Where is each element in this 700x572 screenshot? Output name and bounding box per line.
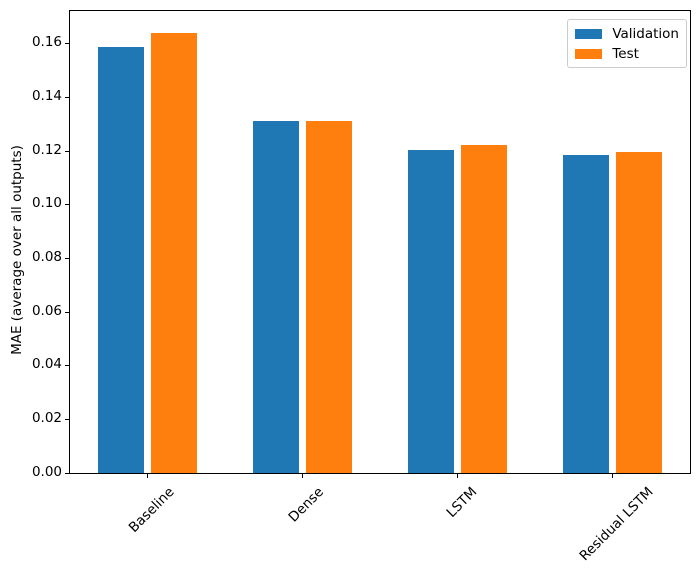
y-tick-label: 0.08 xyxy=(31,248,62,265)
y-tick-label: 0.02 xyxy=(31,409,62,426)
legend-swatch-validation xyxy=(575,28,603,39)
bar-test-baseline xyxy=(150,33,198,473)
y-tick xyxy=(65,204,69,206)
y-tick-label: 0.00 xyxy=(31,463,62,480)
y-tick-label: 0.16 xyxy=(31,34,62,51)
plot-area: Validation Test xyxy=(65,10,691,478)
y-tick xyxy=(65,311,69,313)
x-tick-label: Dense xyxy=(285,484,327,526)
legend-entry-validation: Validation xyxy=(575,25,679,42)
legend-entry-test: Test xyxy=(575,45,679,62)
y-tick-label: 0.12 xyxy=(31,141,62,158)
bar-test-lstm xyxy=(460,145,508,473)
bar-test-dense xyxy=(305,121,353,473)
x-tick xyxy=(457,474,458,478)
x-tick-label: Baseline xyxy=(125,484,178,536)
y-tick xyxy=(65,472,69,474)
legend-label-test: Test xyxy=(612,45,639,62)
bar-validation-residual-lstm xyxy=(562,155,610,473)
bar-validation-dense xyxy=(252,120,300,473)
x-tick xyxy=(302,474,303,478)
y-tick xyxy=(65,418,69,420)
y-tick xyxy=(65,96,69,98)
y-tick-label: 0.10 xyxy=(31,195,62,212)
legend-swatch-test xyxy=(575,48,603,59)
y-tick-label: 0.14 xyxy=(31,87,62,104)
x-tick xyxy=(147,474,148,478)
x-tick xyxy=(612,474,613,478)
y-tick-label: 0.06 xyxy=(31,302,62,319)
y-tick xyxy=(65,257,69,259)
y-tick xyxy=(65,150,69,152)
bar-validation-baseline xyxy=(97,46,145,473)
bar-validation-lstm xyxy=(407,149,455,473)
x-tick-label: LSTM xyxy=(443,484,480,521)
bar-test-residual-lstm xyxy=(615,151,663,473)
x-tick-label: Residual LSTM xyxy=(576,484,657,565)
y-tick xyxy=(65,365,69,367)
legend-label-validation: Validation xyxy=(612,25,679,42)
legend: Validation Test xyxy=(567,19,687,68)
y-tick-label: 0.04 xyxy=(31,356,62,373)
y-tick xyxy=(65,43,69,45)
